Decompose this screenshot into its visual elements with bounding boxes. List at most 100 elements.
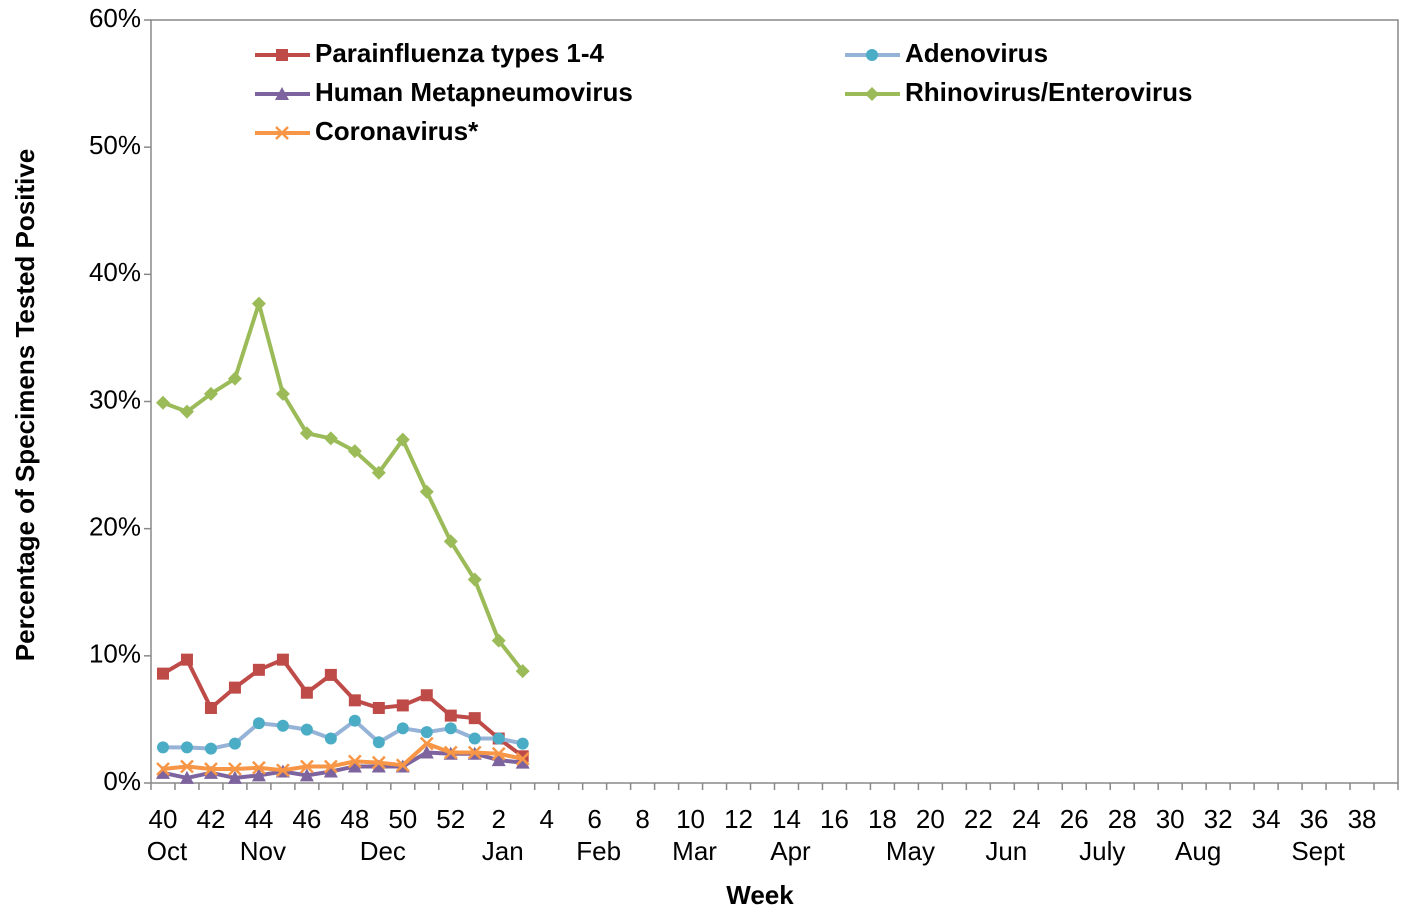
marker <box>348 714 361 727</box>
marker <box>515 664 530 679</box>
marker <box>371 759 386 773</box>
marker <box>180 653 193 666</box>
x-tick-label: 48 <box>340 804 369 834</box>
legend-label: Coronavirus* <box>315 116 479 146</box>
x-tick-label: 46 <box>292 804 321 834</box>
marker <box>156 762 170 776</box>
legend-label: Parainfluenza types 1-4 <box>315 38 605 68</box>
marker <box>276 763 290 778</box>
marker <box>203 765 218 779</box>
x-tick-label: 22 <box>964 804 993 834</box>
marker <box>275 87 289 100</box>
marker <box>371 465 386 480</box>
x-tick-label: 38 <box>1348 804 1377 834</box>
x-tick-label: 12 <box>724 804 753 834</box>
marker <box>468 732 481 745</box>
marker <box>467 745 482 760</box>
marker <box>444 722 457 735</box>
marker <box>323 764 338 778</box>
x-tick-label: 14 <box>772 804 801 834</box>
month-label: July <box>1079 836 1125 866</box>
marker <box>324 732 337 745</box>
marker <box>251 296 266 311</box>
marker <box>347 759 362 773</box>
x-tick-label: 32 <box>1204 804 1233 834</box>
marker <box>179 770 194 784</box>
x-tick-label: 42 <box>196 804 225 834</box>
marker <box>156 667 169 680</box>
month-label: Jan <box>482 836 524 866</box>
marker <box>372 736 385 749</box>
x-axis-title: Week <box>726 880 794 910</box>
y-tick-label: 40% <box>89 257 141 287</box>
series-line <box>161 657 524 758</box>
month-label: Oct <box>147 836 188 866</box>
marker <box>275 126 289 140</box>
marker <box>491 633 506 648</box>
x-tick-label: 18 <box>868 804 897 834</box>
marker <box>179 404 194 419</box>
month-label: Sept <box>1291 836 1345 866</box>
marker <box>228 737 241 750</box>
y-tick-label: 10% <box>89 639 141 669</box>
x-tick-label: 44 <box>244 804 273 834</box>
marker <box>204 742 217 755</box>
month-label: Nov <box>240 836 286 866</box>
marker <box>444 709 457 722</box>
marker <box>443 534 458 549</box>
marker <box>275 386 290 401</box>
marker <box>300 686 313 699</box>
x-tick-label: 50 <box>388 804 417 834</box>
x-tick-label: 36 <box>1300 804 1329 834</box>
month-label: Aug <box>1175 836 1221 866</box>
y-tick-label: 20% <box>89 512 141 542</box>
marker <box>276 719 289 732</box>
marker <box>347 754 362 769</box>
marker <box>419 736 434 751</box>
marker <box>227 770 242 784</box>
marker <box>396 722 409 735</box>
x-tick-label: 16 <box>820 804 849 834</box>
marker <box>419 745 434 759</box>
marker <box>252 717 265 730</box>
legend-label: Human Metapneumovirus <box>315 77 633 107</box>
marker <box>467 572 482 587</box>
x-tick-label: 20 <box>916 804 945 834</box>
y-axis-title: Percentage of Specimens Tested Positive <box>10 149 40 661</box>
x-tick-label: 4 <box>539 804 553 834</box>
x-tick-label: 28 <box>1108 804 1137 834</box>
marker <box>395 758 410 773</box>
marker <box>276 49 288 61</box>
marker <box>155 395 170 410</box>
legend-label: Rhinovirus/Enterovirus <box>905 77 1193 107</box>
marker <box>371 755 386 770</box>
marker <box>180 741 193 754</box>
marker <box>156 741 169 754</box>
marker <box>204 701 217 714</box>
marker <box>348 694 361 707</box>
x-tick-label: 6 <box>587 804 601 834</box>
marker <box>491 753 506 767</box>
month-label: Dec <box>360 836 406 866</box>
x-tick-label: 26 <box>1060 804 1089 834</box>
y-tick-label: 30% <box>89 384 141 414</box>
marker <box>299 768 314 782</box>
month-label: Jun <box>985 836 1027 866</box>
marker <box>491 746 506 761</box>
x-tick-label: 40 <box>149 804 178 834</box>
marker <box>347 444 362 459</box>
marker <box>228 681 241 694</box>
marker <box>420 689 433 702</box>
marker <box>252 663 265 676</box>
marker <box>155 765 170 779</box>
marker <box>227 371 242 386</box>
series-line <box>162 718 524 751</box>
marker <box>372 701 385 714</box>
x-tick-label: 30 <box>1156 804 1185 834</box>
y-tick-label: 0% <box>103 766 141 796</box>
marker <box>324 668 337 681</box>
y-tick-label: 50% <box>89 130 141 160</box>
x-tick-label: 24 <box>1012 804 1041 834</box>
